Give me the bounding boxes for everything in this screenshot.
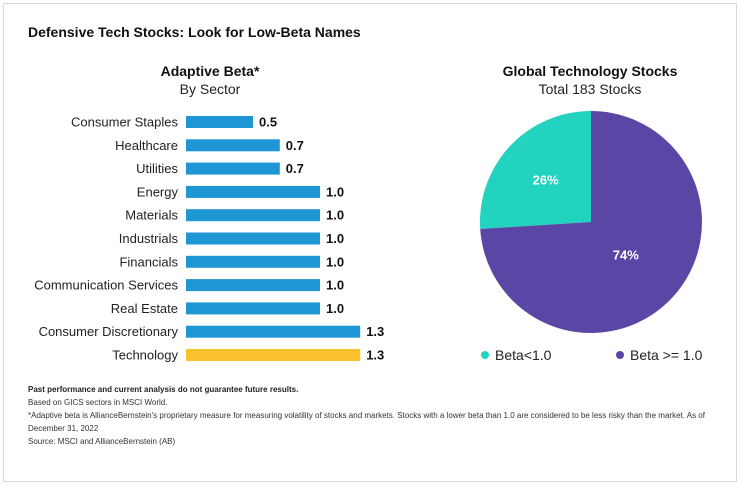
category-label: Real Estate [111, 301, 178, 316]
value-label: 1.3 [366, 324, 384, 339]
value-label: 1.0 [326, 301, 344, 316]
bar-chart-title: Adaptive Beta* [160, 63, 260, 79]
slice-label: 26% [533, 172, 559, 187]
slice-label: 74% [613, 248, 639, 263]
bar [186, 255, 320, 268]
legend-label: Beta >= 1.0 [630, 347, 703, 363]
value-label: 1.0 [326, 231, 344, 246]
category-label: Consumer Staples [71, 115, 178, 130]
pie-chart-title: Global Technology Stocks [502, 63, 678, 79]
value-label: 1.0 [326, 208, 344, 223]
bar [186, 302, 320, 315]
footnote-definition-line1: *Adaptive beta is AllianceBernstein's pr… [28, 411, 705, 420]
legend-label: Beta<1.0 [495, 347, 552, 363]
category-label: Consumer Discretionary [39, 324, 179, 339]
bar [186, 279, 320, 292]
value-label: 1.3 [366, 348, 384, 363]
bar [186, 232, 320, 245]
category-label: Healthcare [115, 138, 178, 153]
category-label: Materials [125, 208, 178, 223]
pie-slice [479, 111, 591, 229]
pie-slice [480, 111, 702, 333]
value-label: 0.5 [259, 115, 277, 130]
category-label: Energy [137, 184, 179, 199]
footnote-basis: Based on GICS sectors in MSCI World. [28, 398, 168, 407]
footnotes: Past performance and current analysis do… [28, 383, 718, 448]
footnote-definition-line2: December 31, 2022 [28, 424, 99, 433]
legend-swatch [481, 351, 489, 359]
bar [186, 185, 320, 198]
bar [186, 209, 320, 222]
footnote-source: Source: MSCI and AllianceBernstein (AB) [28, 437, 176, 446]
bar [186, 116, 253, 128]
value-label: 0.7 [286, 161, 304, 176]
category-label: Utilities [136, 161, 178, 176]
footnote-disclaimer: Past performance and current analysis do… [28, 385, 299, 394]
category-label: Financials [119, 254, 178, 269]
bar [186, 349, 361, 361]
value-label: 1.0 [326, 278, 344, 293]
pie-chart-subtitle: Total 183 Stocks [538, 81, 642, 97]
value-label: 0.7 [286, 138, 304, 153]
page-title: Defensive Tech Stocks: Look for Low-Beta… [28, 24, 361, 40]
footnote-definition: *Adaptive beta is AllianceBernstein's pr… [28, 409, 718, 435]
category-label: Communication Services [34, 278, 178, 293]
value-label: 1.0 [326, 184, 344, 199]
bar [186, 162, 280, 175]
bar [186, 325, 361, 338]
legend-swatch [616, 351, 624, 359]
bar [186, 139, 280, 152]
bar-chart-subtitle: By Sector [179, 81, 241, 97]
value-label: 1.0 [326, 254, 344, 269]
category-label: Industrials [119, 231, 179, 246]
category-label: Technology [112, 348, 178, 363]
